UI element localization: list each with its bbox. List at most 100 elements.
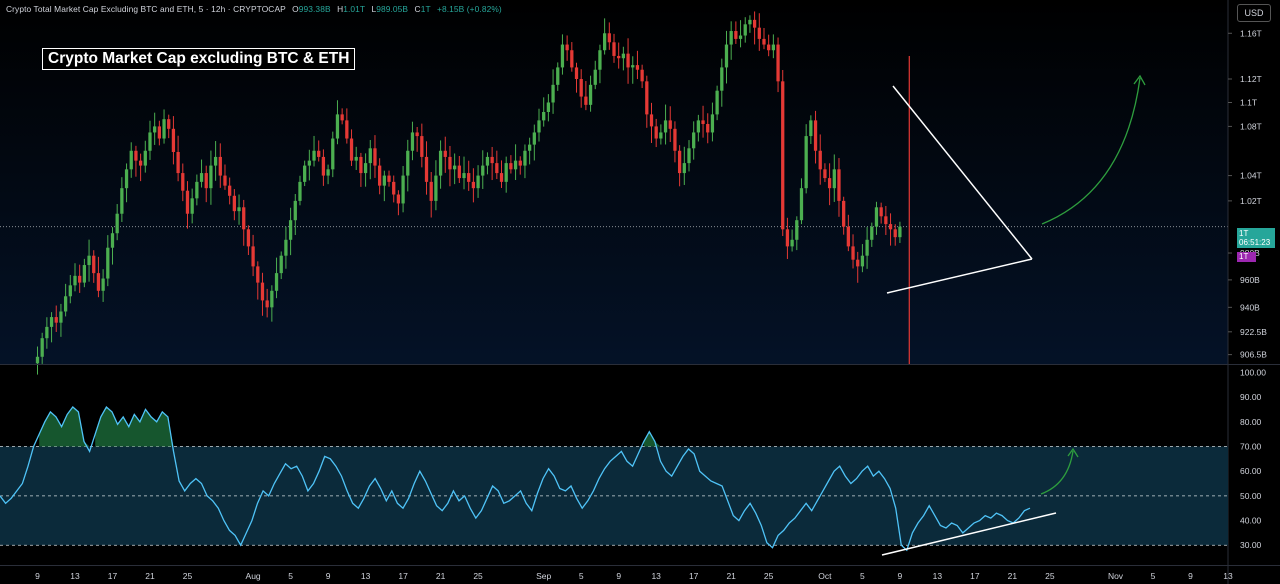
candle-body <box>270 290 274 308</box>
candle-body <box>387 175 391 182</box>
candle-body <box>785 229 790 247</box>
candle-body <box>392 181 396 195</box>
candle-body <box>120 188 124 214</box>
candle-body <box>45 326 49 339</box>
candle-body <box>729 31 733 45</box>
time-tick-label: 13 <box>933 571 943 581</box>
rsi-arrow <box>1040 450 1074 495</box>
candle-body <box>612 42 616 56</box>
candle-body <box>645 81 649 115</box>
candle-body <box>527 144 532 151</box>
low-label: L <box>371 4 377 14</box>
time-tick-label: 13 <box>1223 571 1233 581</box>
candle-body <box>635 65 640 70</box>
candle-body <box>176 151 180 174</box>
time-tick-label: 13 <box>651 571 661 581</box>
rsi-line <box>0 405 1031 552</box>
candle-body <box>462 173 466 179</box>
rsi-arrowhead <box>1067 447 1079 458</box>
candle-body <box>110 233 115 248</box>
rsi-tick-label: 100.00 <box>1240 367 1266 377</box>
candle-body <box>762 38 766 45</box>
candle-body <box>827 178 832 189</box>
candle-body <box>63 296 68 312</box>
price-tick-label: 1.02T <box>1240 196 1262 206</box>
candle-body <box>720 67 724 91</box>
candle-body <box>415 132 419 137</box>
candle-body <box>232 195 236 212</box>
currency-button[interactable]: USD <box>1237 4 1271 22</box>
candle-body <box>199 173 204 182</box>
breakout-arrow <box>1041 77 1141 225</box>
rsi-trendline <box>881 512 1057 556</box>
candle-body <box>649 114 654 127</box>
candle-body <box>574 67 579 80</box>
candle-body <box>884 216 888 225</box>
candle-body <box>532 132 536 145</box>
candle-body <box>523 150 527 166</box>
candle-body <box>668 120 672 129</box>
candle-body <box>237 207 241 212</box>
descending-trendline <box>892 85 1033 260</box>
candle-body <box>640 69 644 82</box>
time-tick-label: 17 <box>970 571 980 581</box>
candle-body <box>607 33 611 43</box>
candle-body <box>551 84 555 103</box>
rsi-axis: 100.00 90.00 80.00 70.00 60.00 50.00 40.00 30.0… <box>1240 367 1266 550</box>
candle-body <box>92 255 96 274</box>
candle-body <box>368 148 372 164</box>
candle-body <box>734 31 738 39</box>
candle-body <box>598 50 602 70</box>
candle-body <box>284 239 288 256</box>
candle-body <box>682 163 686 174</box>
candle-body <box>345 120 349 139</box>
time-tick-label: 5 <box>288 571 293 581</box>
price-tick-label: 906.5B <box>1240 350 1267 360</box>
candle-body <box>406 150 410 176</box>
candle-body <box>832 169 836 189</box>
candle-body <box>251 246 255 267</box>
candle-body <box>490 156 494 164</box>
candle-body <box>340 114 344 121</box>
candle-body <box>363 163 368 174</box>
candle-body <box>626 53 630 68</box>
time-tick-label: 5 <box>1151 571 1156 581</box>
time-tick-label: 9 <box>1188 571 1193 581</box>
low-value: 989.05B <box>376 4 409 14</box>
candle-body <box>181 173 185 191</box>
candle-body <box>513 160 518 170</box>
open-value: 993.38B <box>298 4 331 14</box>
time-tick-label: 17 <box>108 571 118 581</box>
candle-body <box>228 185 232 196</box>
time-tick-label: Nov <box>1108 571 1124 581</box>
price-tick-label: 1.16T <box>1240 28 1262 38</box>
candle-body <box>420 136 424 157</box>
candle-body <box>148 132 152 151</box>
candle-body <box>429 181 433 201</box>
time-tick-label: 9 <box>616 571 621 581</box>
candle-body <box>617 55 621 59</box>
candle-body <box>542 111 546 121</box>
candle-body <box>471 181 476 189</box>
time-tick-label: 13 <box>361 571 371 581</box>
candle-body <box>701 120 705 124</box>
candle-body <box>396 194 401 204</box>
candle-body <box>495 163 499 174</box>
candle-body <box>68 285 72 297</box>
candle-body <box>556 67 560 85</box>
marker-price-tag: 1T <box>1237 252 1256 262</box>
candle-body <box>73 275 77 286</box>
candle-body <box>326 169 330 176</box>
candle-body <box>692 132 696 149</box>
high-value: 1.01T <box>343 4 365 14</box>
candle-body <box>579 79 583 97</box>
candle-body <box>256 266 260 283</box>
candle-body <box>434 175 438 201</box>
candle-body <box>157 126 161 139</box>
time-tick-label: 21 <box>145 571 155 581</box>
time-tick-label: 17 <box>689 571 699 581</box>
time-tick-label: 25 <box>183 571 193 581</box>
candle-body <box>359 156 363 174</box>
candle-body <box>823 169 827 179</box>
